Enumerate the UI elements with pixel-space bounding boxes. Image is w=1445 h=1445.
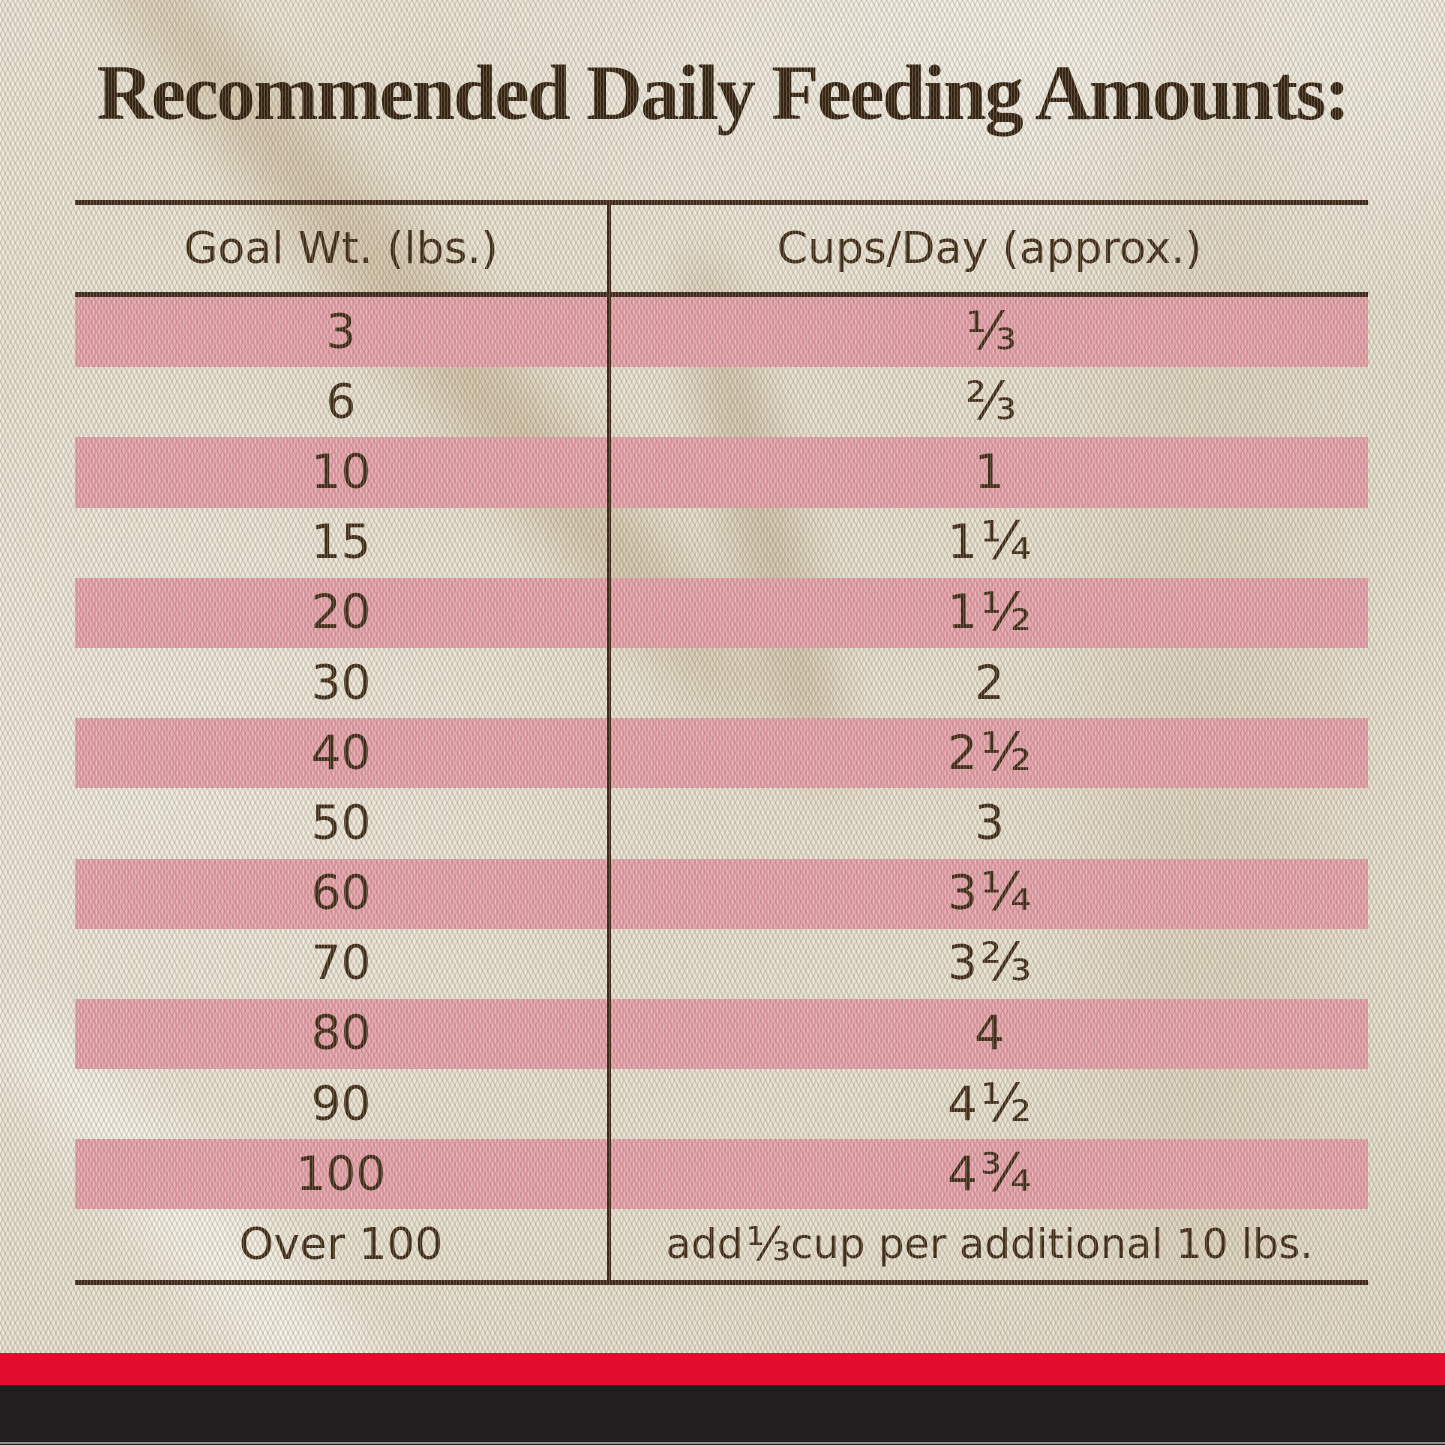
column-header-cups-per-day: Cups/Day (approx.) [607,205,1368,297]
cups-per-day-value: ⅔ [607,367,1368,438]
bottom-edge-line [0,1442,1445,1444]
goal-weight-value: 20 [75,577,607,648]
table-row: 50 3 [75,788,1368,859]
goal-weight-value: 10 [75,437,607,508]
table-row: 10 1 [75,437,1368,508]
goal-weight-value: 30 [311,655,371,711]
red-stripe [0,1353,1445,1385]
goal-weight-value: 40 [75,718,607,789]
feeding-table: Goal Wt. (lbs.) Cups/Day (approx.) 3 ⅓ 6… [75,200,1368,1285]
goal-weight-value: 3 [75,297,607,368]
table-row: 30 2 [75,647,1368,719]
table-row: 80 4 [75,998,1368,1070]
goal-weight-value: 100 [75,1139,607,1210]
goal-weight-value: 70 [311,936,371,992]
cups-per-day-value: ⅓ [607,297,1368,368]
goal-weight-value: 50 [311,795,371,851]
column-header-goal-weight: Goal Wt. (lbs.) [75,205,607,297]
table-header-row: Goal Wt. (lbs.) Cups/Day (approx.) [75,205,1368,297]
goal-weight-value: 60 [75,858,607,929]
table-row: Over 100 add ⅓ cup per additional 10 lbs… [75,1209,1368,1280]
cups-per-day-value: 3 [607,788,1368,859]
goal-weight-value: 6 [326,374,356,430]
cups-per-day-value: add ⅓ cup per additional 10 lbs. [607,1209,1368,1280]
table-row: 6 ⅔ [75,367,1368,438]
table-row: 3 ⅓ [75,297,1368,368]
cups-per-day-value: 1 [607,437,1368,508]
goal-weight-value: 90 [311,1076,371,1132]
goal-weight-value: 80 [75,998,607,1070]
goal-weight-value: 15 [311,515,371,571]
cups-per-day-value: 2 [607,647,1368,719]
goal-weight-value: Over 100 [239,1218,443,1270]
page-title: Recommended Daily Feeding Amounts: [96,49,1350,136]
cups-per-day-value: 4 [607,998,1368,1070]
black-bar [0,1385,1445,1445]
